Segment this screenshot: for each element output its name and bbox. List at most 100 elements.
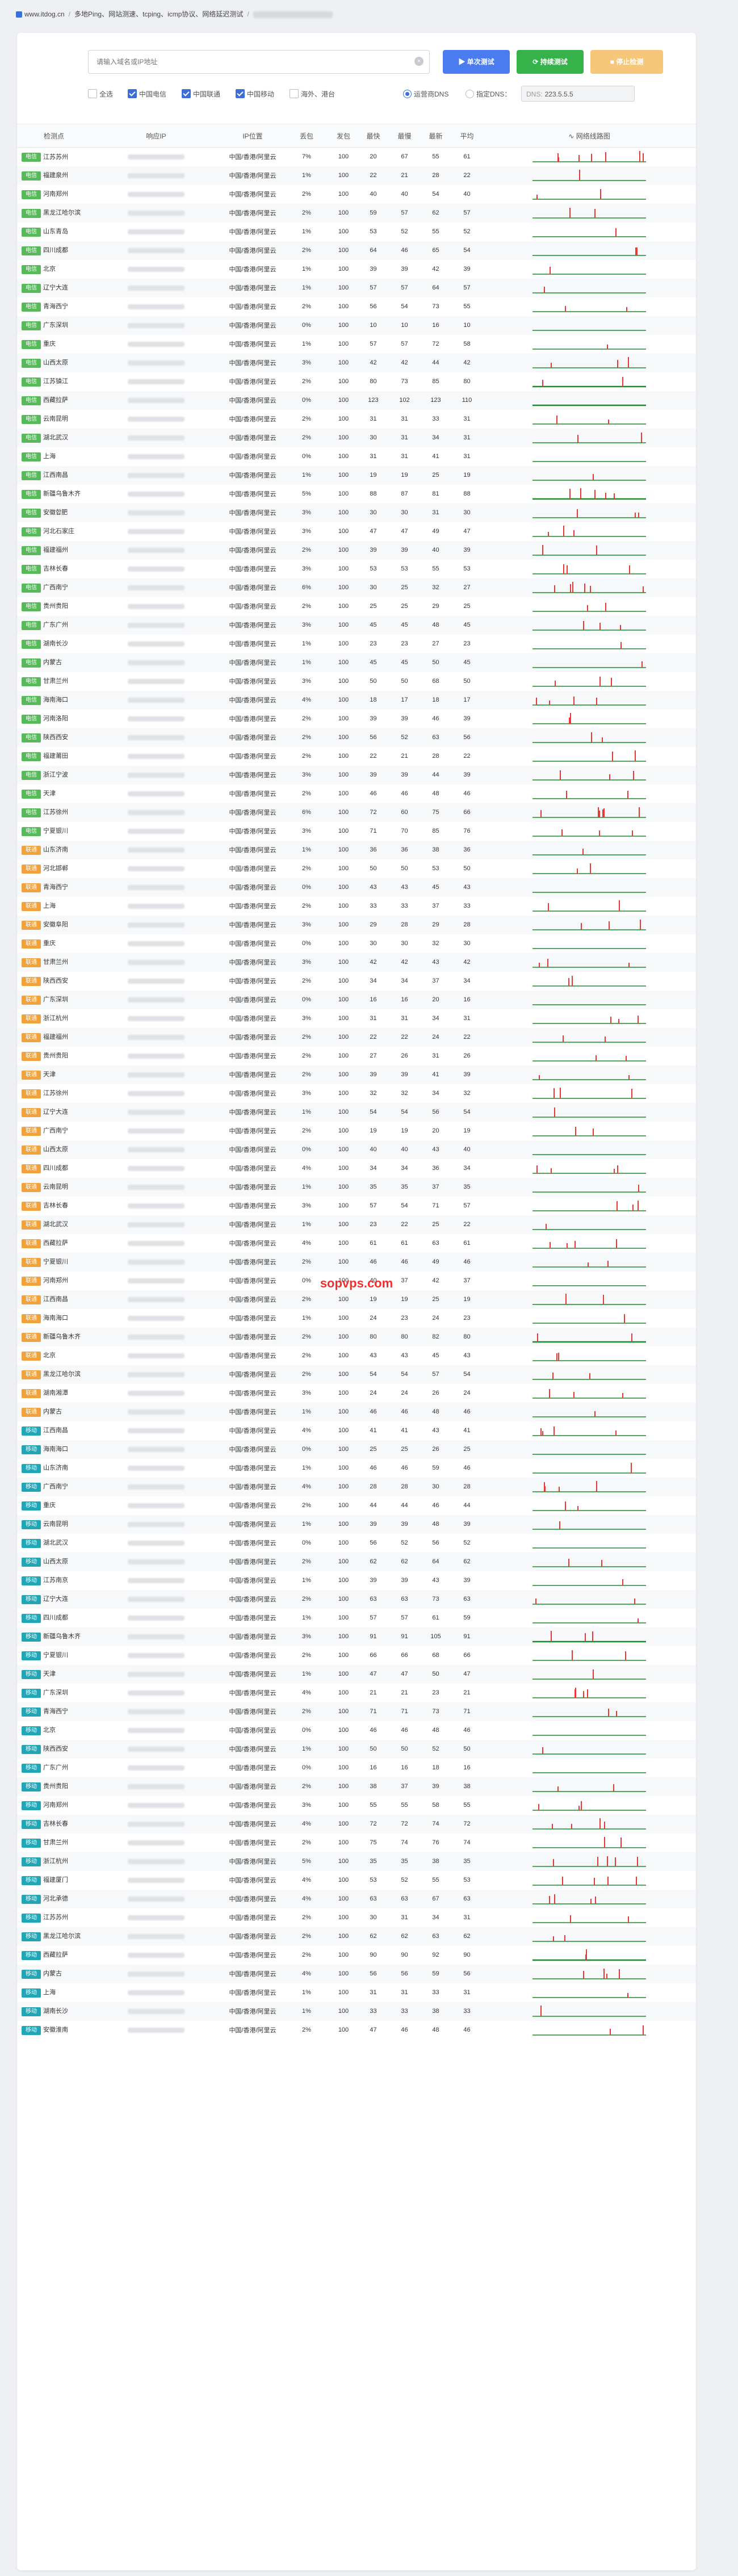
network-chart-cell[interactable] xyxy=(483,672,696,691)
header-fastest[interactable]: 最快 xyxy=(358,124,389,148)
network-chart-cell[interactable] xyxy=(483,897,696,916)
latency-sparkline[interactable] xyxy=(532,1086,646,1101)
latency-sparkline[interactable] xyxy=(532,936,646,951)
latency-sparkline[interactable] xyxy=(532,1461,646,1475)
header-chart[interactable]: ∿ 网络线路图 xyxy=(483,124,696,148)
latency-sparkline[interactable] xyxy=(532,262,646,276)
latency-sparkline[interactable] xyxy=(532,2023,646,2037)
latency-sparkline[interactable] xyxy=(532,486,646,501)
network-chart-cell[interactable] xyxy=(483,279,696,297)
filter-all[interactable]: 全选 xyxy=(88,87,113,101)
network-chart-cell[interactable] xyxy=(483,1684,696,1702)
network-chart-cell[interactable] xyxy=(483,934,696,953)
latency-sparkline[interactable] xyxy=(532,1517,646,1532)
latency-sparkline[interactable] xyxy=(532,655,646,670)
network-chart-cell[interactable] xyxy=(483,1197,696,1215)
network-chart-cell[interactable] xyxy=(483,391,696,410)
latency-sparkline[interactable] xyxy=(532,1498,646,1513)
latency-sparkline[interactable] xyxy=(532,280,646,295)
latency-sparkline[interactable] xyxy=(532,730,646,745)
latency-sparkline[interactable] xyxy=(532,693,646,707)
network-chart-cell[interactable] xyxy=(483,1983,696,2002)
network-chart-cell[interactable] xyxy=(483,1908,696,1927)
network-chart-cell[interactable] xyxy=(483,504,696,522)
latency-sparkline[interactable] xyxy=(532,1573,646,1588)
network-chart-cell[interactable] xyxy=(483,1571,696,1590)
network-chart-cell[interactable] xyxy=(483,859,696,878)
network-chart-cell[interactable] xyxy=(483,1365,696,1384)
network-chart-cell[interactable] xyxy=(483,1852,696,1871)
latency-sparkline[interactable] xyxy=(532,374,646,389)
latency-sparkline[interactable] xyxy=(532,1685,646,1700)
latency-sparkline[interactable] xyxy=(532,599,646,614)
latency-sparkline[interactable] xyxy=(532,430,646,445)
network-chart-cell[interactable] xyxy=(483,1028,696,1047)
network-chart-cell[interactable] xyxy=(483,991,696,1009)
network-chart-cell[interactable] xyxy=(483,522,696,541)
header-average[interactable]: 平均 xyxy=(451,124,483,148)
latency-sparkline[interactable] xyxy=(532,1292,646,1307)
filter-overseas[interactable]: 海外、港台 xyxy=(290,87,335,101)
network-chart-cell[interactable] xyxy=(483,297,696,316)
network-chart-cell[interactable] xyxy=(483,1459,696,1478)
network-chart-cell[interactable] xyxy=(483,803,696,822)
network-chart-cell[interactable] xyxy=(483,410,696,429)
network-chart-cell[interactable] xyxy=(483,429,696,447)
network-chart-cell[interactable] xyxy=(483,148,696,166)
latency-sparkline[interactable] xyxy=(532,1404,646,1419)
latency-sparkline[interactable] xyxy=(532,1479,646,1494)
network-chart-cell[interactable] xyxy=(483,1609,696,1627)
latency-sparkline[interactable] xyxy=(532,580,646,595)
breadcrumb-home[interactable]: www.itdog.cn xyxy=(24,10,65,18)
latency-sparkline[interactable] xyxy=(532,1217,646,1232)
dns-operator-option[interactable]: 运营商DNS xyxy=(403,87,448,101)
latency-sparkline[interactable] xyxy=(532,636,646,651)
network-chart-cell[interactable] xyxy=(483,1721,696,1740)
latency-sparkline[interactable] xyxy=(532,1948,646,1962)
latency-sparkline[interactable] xyxy=(532,618,646,632)
latency-sparkline[interactable] xyxy=(532,355,646,370)
latency-sparkline[interactable] xyxy=(532,1198,646,1213)
network-chart-cell[interactable] xyxy=(483,1627,696,1646)
latency-sparkline[interactable] xyxy=(532,767,646,782)
latency-sparkline[interactable] xyxy=(532,1966,646,1981)
network-chart-cell[interactable] xyxy=(483,1084,696,1103)
latency-sparkline[interactable] xyxy=(532,224,646,239)
filter-mobile[interactable]: 中国移动 xyxy=(236,87,274,101)
latency-sparkline[interactable] xyxy=(532,505,646,520)
network-chart-cell[interactable] xyxy=(483,223,696,241)
network-chart-cell[interactable] xyxy=(483,541,696,560)
latency-sparkline[interactable] xyxy=(532,1929,646,1944)
network-chart-cell[interactable] xyxy=(483,691,696,710)
close-circle-icon[interactable]: × xyxy=(414,57,423,66)
network-chart-cell[interactable] xyxy=(483,166,696,185)
latency-sparkline[interactable] xyxy=(532,1742,646,1756)
latency-sparkline[interactable] xyxy=(532,1067,646,1082)
latency-sparkline[interactable] xyxy=(532,168,646,183)
latency-sparkline[interactable] xyxy=(532,1311,646,1325)
latency-sparkline[interactable] xyxy=(532,1779,646,1794)
network-chart-cell[interactable] xyxy=(483,1590,696,1609)
latency-sparkline[interactable] xyxy=(532,861,646,876)
header-node[interactable]: 检测点 xyxy=(17,124,91,148)
network-chart-cell[interactable] xyxy=(483,616,696,635)
latency-sparkline[interactable] xyxy=(532,974,646,988)
network-chart-cell[interactable] xyxy=(483,1646,696,1665)
network-chart-cell[interactable] xyxy=(483,1290,696,1309)
latency-sparkline[interactable] xyxy=(532,318,646,333)
network-chart-cell[interactable] xyxy=(483,466,696,485)
latency-sparkline[interactable] xyxy=(532,1723,646,1738)
latency-sparkline[interactable] xyxy=(532,449,646,464)
latency-sparkline[interactable] xyxy=(532,711,646,726)
network-chart-cell[interactable] xyxy=(483,185,696,204)
network-chart-cell[interactable] xyxy=(483,241,696,260)
network-chart-cell[interactable] xyxy=(483,354,696,372)
network-chart-cell[interactable] xyxy=(483,1534,696,1553)
network-chart-cell[interactable] xyxy=(483,1253,696,1272)
network-chart-cell[interactable] xyxy=(483,1346,696,1365)
network-chart-cell[interactable] xyxy=(483,1047,696,1065)
latency-sparkline[interactable] xyxy=(532,1648,646,1663)
latency-sparkline[interactable] xyxy=(532,917,646,932)
latency-sparkline[interactable] xyxy=(532,561,646,576)
network-chart-cell[interactable] xyxy=(483,1328,696,1346)
